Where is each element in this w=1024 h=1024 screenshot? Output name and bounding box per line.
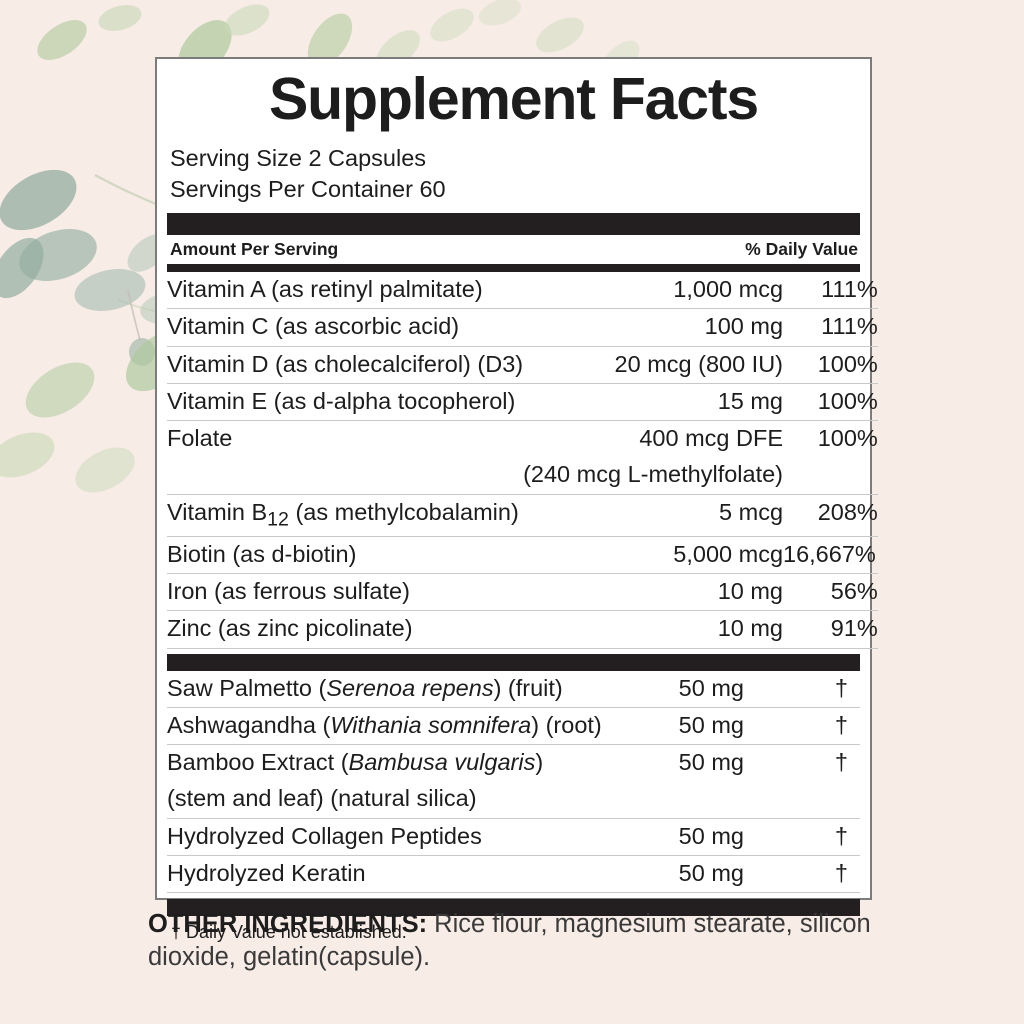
botanicals-table-body: Saw Palmetto (Serenoa repens) (fruit) 50… xyxy=(167,670,860,894)
nutrient-name: Vitamin C (as ascorbic acid) xyxy=(167,308,524,347)
botanical-amount: 50 mg xyxy=(668,707,744,746)
botanical-dv: † xyxy=(744,818,860,856)
nutrient-amount: 5,000 mcg xyxy=(523,536,784,575)
nutrient-amount: 5 mcg xyxy=(523,494,784,537)
botanical-name-post: ) (root) xyxy=(531,711,602,738)
nutrient-dv-empty xyxy=(783,457,878,495)
nutrient-name-subscript: 12 xyxy=(267,508,289,531)
table-row: Biotin (as d-biotin) 5,000 mcg 16,667% xyxy=(167,536,878,575)
botanical-name: Bamboo Extract (Bambusa vulgaris) xyxy=(167,745,669,782)
nutrient-dv: 100% xyxy=(783,346,878,384)
rule-bottom xyxy=(167,899,860,917)
serving-size-text: Serving Size 2 Capsules xyxy=(170,145,427,171)
daily-value-footnote: † Daily Value not established. xyxy=(171,922,407,943)
nutrient-dv: 100% xyxy=(817,425,878,452)
table-row: Ashwagandha (Withania somnifera) (root) … xyxy=(167,707,860,746)
table-row: Vitamin E (as d-alpha tocopherol) 15 mg … xyxy=(167,383,878,422)
nutrient-name: Vitamin B12 (as methylcobalamin) xyxy=(167,494,524,537)
column-headers: Amount Per Serving % Daily Value xyxy=(167,235,860,264)
rule-thick-top xyxy=(167,213,860,236)
botanical-dv: † xyxy=(834,749,848,776)
botanical-name-pre: Bamboo Extract ( xyxy=(167,749,349,776)
botanical-dv: † xyxy=(744,707,860,746)
nutrient-dv: 111% xyxy=(783,272,878,310)
supplement-facts-panel: Supplement Facts Serving Size 2 Capsules… xyxy=(155,57,878,942)
botanical-dv: † xyxy=(744,670,860,708)
other-ingredients-label: OTHER INGREDIENTS: xyxy=(148,910,428,938)
amount-per-serving-header: Amount Per Serving xyxy=(170,239,339,260)
botanical-dv: † xyxy=(744,855,860,894)
nutrient-name: Vitamin A (as retinyl palmitate) xyxy=(167,272,524,310)
botanical-dv-empty xyxy=(744,781,860,819)
nutrient-amount: 100 mg xyxy=(523,308,784,347)
nutrient-amount: 10 mg xyxy=(523,610,784,649)
nutrient-amount: 1,000 mcg xyxy=(523,272,784,310)
botanical-amount: 50 mg xyxy=(678,749,744,776)
table-row: Hydrolyzed Keratin 50 mg † xyxy=(167,855,860,894)
botanical-name-pre: Saw Palmetto ( xyxy=(167,674,327,701)
botanical-name: Saw Palmetto (Serenoa repens) (fruit) xyxy=(167,670,669,708)
table-row: Folate 400 mcg DFE 100% xyxy=(167,421,878,458)
table-row: Bamboo Extract (Bambusa vulgaris) 50 mg … xyxy=(167,745,860,782)
botanical-amount: 50 mg xyxy=(668,855,744,894)
botanical-name: Hydrolyzed Collagen Peptides xyxy=(167,818,669,856)
nutrients-table: Vitamin A (as retinyl palmitate) 1,000 m… xyxy=(167,272,878,649)
nutrient-name: Folate xyxy=(167,425,233,452)
table-row: Vitamin B12 (as methylcobalamin) 5 mcg 2… xyxy=(167,494,878,537)
table-row: Zinc (as zinc picolinate) 10 mg 91% xyxy=(167,610,878,649)
nutrient-name: Iron (as ferrous sulfate) xyxy=(167,573,524,612)
nutrient-dv: 208% xyxy=(783,494,878,537)
nutrient-name: Biotin (as d-biotin) xyxy=(167,536,524,575)
botanicals-table: Saw Palmetto (Serenoa repens) (fruit) 50… xyxy=(167,670,860,894)
table-row: Hydrolyzed Collagen Peptides 50 mg † xyxy=(167,818,860,856)
rule-thin-under-headers xyxy=(167,264,860,273)
nutrient-name: Zinc (as zinc picolinate) xyxy=(167,610,524,649)
table-row: Vitamin C (as ascorbic acid) 100 mg 111% xyxy=(167,308,878,347)
botanical-amount-empty xyxy=(668,781,744,819)
nutrient-dv: 100% xyxy=(783,383,878,422)
serving-information: Serving Size 2 Capsules Servings Per Con… xyxy=(167,143,860,204)
table-row: Saw Palmetto (Serenoa repens) (fruit) 50… xyxy=(167,670,860,708)
nutrient-dv: 91% xyxy=(783,610,878,649)
table-row-continuation: (stem and leaf) (natural silica) xyxy=(167,781,860,819)
other-ingredients-block: OTHER INGREDIENTS: Rice flour, magnesium… xyxy=(148,908,908,974)
botanical-name: Hydrolyzed Keratin xyxy=(167,855,669,894)
table-row-continuation: (240 mcg L-methylfolate) xyxy=(167,457,878,495)
nutrient-name: Vitamin D (as cholecalciferol) (D3) xyxy=(167,346,524,384)
nutrient-dv: 111% xyxy=(783,308,878,347)
nutrient-amount: 15 mg xyxy=(523,383,784,422)
nutrient-dv: 56% xyxy=(783,573,878,612)
botanical-latin-name: Bambusa vulgaris xyxy=(348,749,536,776)
botanical-name-pre: Hydrolyzed Collagen Peptides xyxy=(167,822,482,849)
page-title: Supplement Facts xyxy=(269,66,759,132)
botanical-latin-name: Serenoa repens xyxy=(326,674,494,701)
botanical-name-continuation: (stem and leaf) (natural silica) xyxy=(167,781,669,819)
botanical-name-post: ) (fruit) xyxy=(493,674,563,701)
nutrient-amount: 10 mg xyxy=(523,573,784,612)
nutrient-name-base: Vitamin B xyxy=(167,498,268,525)
botanical-amount: 50 mg xyxy=(668,670,744,708)
nutrient-name-continuation xyxy=(167,457,524,495)
rule-separator-botanicals xyxy=(167,653,860,671)
table-row: Vitamin D (as cholecalciferol) (D3) 20 m… xyxy=(167,346,878,384)
botanical-name-pre: Hydrolyzed Keratin xyxy=(167,859,366,886)
botanical-latin-name: Withania somnifera xyxy=(330,711,532,738)
nutrient-dv: 16,667% xyxy=(783,536,878,575)
botanical-name-post: ) xyxy=(535,749,544,776)
nutrient-name-rest: (as methylcobalamin) xyxy=(288,498,519,525)
table-row: Iron (as ferrous sulfate) 10 mg 56% xyxy=(167,573,878,612)
nutrient-amount-detail: (240 mcg L-methylfolate) xyxy=(523,457,784,495)
daily-value-header: % Daily Value xyxy=(745,239,858,260)
nutrients-table-body: Vitamin A (as retinyl palmitate) 1,000 m… xyxy=(167,272,878,649)
nutrient-name: Vitamin E (as d-alpha tocopherol) xyxy=(167,383,524,422)
nutrient-amount: 20 mcg (800 IU) xyxy=(523,346,784,384)
botanical-amount: 50 mg xyxy=(668,818,744,856)
servings-per-container-text: Servings Per Container 60 xyxy=(170,175,446,202)
other-ingredients-text: Rice flour, magnesium stearate, silicon … xyxy=(148,910,871,972)
nutrient-amount: 400 mcg DFE xyxy=(639,425,784,452)
table-row: Vitamin A (as retinyl palmitate) 1,000 m… xyxy=(167,272,878,310)
botanical-name-pre: Ashwagandha ( xyxy=(167,711,331,738)
botanical-name: Ashwagandha (Withania somnifera) (root) xyxy=(167,707,669,746)
